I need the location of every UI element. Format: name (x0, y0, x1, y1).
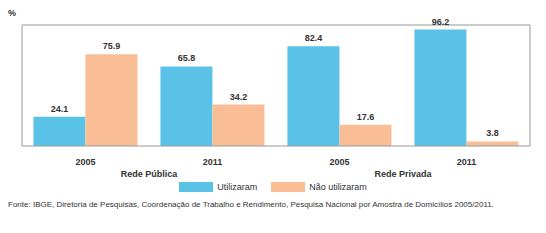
svg-text:96.2: 96.2 (432, 17, 450, 27)
svg-text:Rede Pública: Rede Pública (121, 169, 179, 178)
html-text:Utilizaram: Utilizaram (217, 182, 258, 192)
html-text:Não utilizaram: Não utilizaram (309, 182, 367, 192)
svg-text:24.1: 24.1 (51, 104, 69, 114)
html-text:Fonte: IBGE, Diretoria de Pesq: Fonte: IBGE, Diretoria de Pesquisas, Coo… (8, 200, 494, 209)
svg-text:2011: 2011 (457, 157, 477, 167)
svg-text:Rede Privada: Rede Privada (374, 169, 432, 178)
svg-text:82.4: 82.4 (305, 33, 323, 43)
svg-text:65.8: 65.8 (178, 53, 196, 63)
svg-text:2005: 2005 (75, 157, 95, 167)
svg-text:2011: 2011 (203, 157, 223, 167)
svg-text:2005: 2005 (329, 157, 349, 167)
svg-text:3.8: 3.8 (486, 128, 499, 138)
svg-text:34.2: 34.2 (230, 92, 248, 102)
svg-text:75.9: 75.9 (103, 41, 121, 51)
svg-text:17.6: 17.6 (357, 112, 375, 122)
